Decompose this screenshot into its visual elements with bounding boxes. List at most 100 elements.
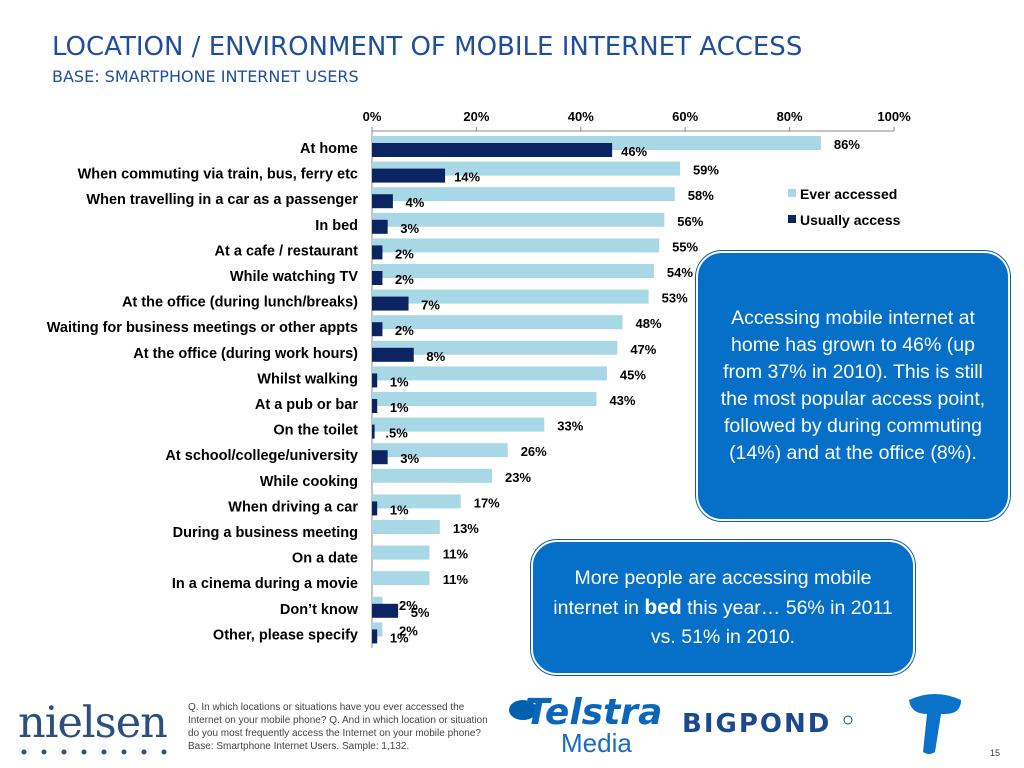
category-label: When commuting via train, bus, ferry etc bbox=[78, 167, 358, 183]
bar-usually-access bbox=[372, 501, 378, 516]
data-label-usually-access: 5% bbox=[411, 605, 430, 620]
bar-ever-accessed bbox=[372, 238, 660, 253]
data-label-usually-access: 14% bbox=[454, 170, 480, 185]
data-label-ever-accessed: 2% bbox=[399, 598, 418, 613]
category-label: Whilst walking bbox=[257, 371, 358, 387]
data-label-usually-access: .5% bbox=[385, 426, 408, 441]
bar-usually-access bbox=[372, 424, 375, 439]
bar-usually-access bbox=[372, 373, 378, 388]
bar-ever-accessed bbox=[372, 417, 545, 432]
data-label-usually-access: 46% bbox=[621, 144, 647, 159]
data-label-ever-accessed: 47% bbox=[630, 342, 656, 357]
legend-label-usually-access: Usually access bbox=[800, 212, 901, 228]
data-label-usually-access: 2% bbox=[395, 323, 414, 338]
data-label-usually-access: 1% bbox=[390, 630, 409, 645]
bar-ever-accessed bbox=[372, 494, 461, 509]
bar-usually-access bbox=[372, 603, 399, 618]
category-label: In bed bbox=[315, 218, 358, 234]
bar-usually-access bbox=[372, 399, 378, 413]
bar-usually-access bbox=[372, 219, 388, 234]
category-label: Waiting for business meetings or other a… bbox=[47, 320, 358, 336]
category-label: At the office (during work hours) bbox=[133, 346, 358, 362]
data-label-ever-accessed: 86% bbox=[834, 137, 860, 152]
bar-usually-access bbox=[372, 629, 378, 644]
category-label: Don’t know bbox=[280, 602, 359, 618]
category-label: When travelling in a car as a passenger bbox=[86, 192, 358, 208]
telstra-logo-text: Telstra bbox=[525, 692, 662, 733]
bar-usually-access bbox=[372, 322, 383, 337]
page-subtitle: BASE: SMARTPHONE INTERNET USERS bbox=[52, 67, 359, 86]
bar-usually-access bbox=[372, 347, 414, 362]
bigpond-logo: BIGPOND bbox=[682, 709, 853, 739]
data-label-ever-accessed: 54% bbox=[667, 265, 693, 280]
category-label: At a cafe / restaurant bbox=[215, 243, 359, 259]
category-label: On the toilet bbox=[273, 423, 358, 439]
data-label-ever-accessed: 11% bbox=[443, 547, 469, 562]
bar-ever-accessed bbox=[372, 161, 680, 176]
data-label-ever-accessed: 55% bbox=[672, 239, 698, 254]
page-title: LOCATION / ENVIRONMENT OF MOBILE INTERNE… bbox=[52, 32, 803, 62]
data-label-usually-access: 3% bbox=[400, 221, 419, 236]
bar-ever-accessed bbox=[372, 264, 654, 278]
data-label-ever-accessed: 53% bbox=[662, 291, 688, 306]
bar-chart: 0% 20% 40% 60% 80% 100% At home 86% 46% When comm… bbox=[47, 109, 911, 648]
data-label-usually-access: 3% bbox=[400, 451, 419, 466]
telstra-media-logo: Telstra Media bbox=[509, 692, 662, 756]
bar-ever-accessed bbox=[372, 443, 508, 458]
data-label-ever-accessed: 33% bbox=[557, 419, 583, 434]
bar-usually-access bbox=[372, 271, 383, 285]
data-label-ever-accessed: 58% bbox=[688, 188, 714, 203]
x-tick-label: 0% bbox=[363, 109, 382, 124]
data-label-ever-accessed: 43% bbox=[609, 393, 635, 408]
bar-usually-access bbox=[372, 296, 409, 311]
x-tick-label: 100% bbox=[877, 109, 911, 124]
category-label: During a business meeting bbox=[173, 525, 358, 541]
bar-usually-access bbox=[372, 450, 388, 465]
bar-ever-accessed bbox=[372, 468, 493, 483]
data-label-usually-access: 8% bbox=[426, 349, 445, 364]
bar-ever-accessed bbox=[372, 315, 623, 330]
data-label-ever-accessed: 11% bbox=[443, 572, 469, 587]
category-label: Other, please specify bbox=[213, 627, 358, 643]
category-label: At home bbox=[300, 141, 358, 157]
legend-swatch-ever-accessed bbox=[788, 189, 796, 197]
bar-usually-access bbox=[372, 245, 383, 260]
data-label-ever-accessed: 45% bbox=[620, 367, 646, 382]
x-tick-label: 80% bbox=[777, 109, 803, 124]
data-label-ever-accessed: 26% bbox=[521, 444, 547, 459]
category-label: While watching TV bbox=[230, 269, 358, 285]
bar-ever-accessed bbox=[372, 571, 430, 586]
bar-ever-accessed bbox=[372, 340, 618, 355]
data-label-ever-accessed: 59% bbox=[693, 163, 719, 178]
data-label-usually-access: 4% bbox=[405, 195, 424, 210]
data-label-ever-accessed: 13% bbox=[453, 521, 479, 536]
data-label-usually-access: 2% bbox=[395, 246, 414, 261]
bar-ever-accessed bbox=[372, 366, 607, 381]
x-tick-label: 60% bbox=[672, 109, 698, 124]
legend-label-ever-accessed: Ever accessed bbox=[800, 186, 897, 202]
x-tick-label: 40% bbox=[568, 109, 594, 124]
nielsen-logo: nielsen bbox=[18, 698, 168, 748]
bar-ever-accessed bbox=[372, 520, 440, 534]
nielsen-logo-dots bbox=[21, 749, 167, 755]
data-label-usually-access: 1% bbox=[390, 502, 409, 517]
media-logo-text: Media bbox=[561, 728, 632, 756]
data-label-usually-access: 1% bbox=[390, 400, 409, 415]
bar-usually-access bbox=[372, 143, 613, 157]
callout-bed-growth: More people are accessing mobile interne… bbox=[531, 540, 915, 675]
category-label: At a pub or bar bbox=[255, 397, 358, 413]
legend-swatch-usually-access bbox=[788, 215, 796, 223]
data-label-usually-access: 2% bbox=[395, 272, 414, 287]
data-label-usually-access: 7% bbox=[421, 298, 440, 313]
callout-home-growth: Accessing mobile internet at home has gr… bbox=[696, 251, 1010, 521]
bar-ever-accessed bbox=[372, 212, 665, 227]
page-number: 15 bbox=[990, 748, 1001, 758]
bar-ever-accessed bbox=[372, 187, 675, 202]
footnote: Q. In which locations or situations have… bbox=[188, 702, 488, 752]
category-label: On a date bbox=[292, 551, 358, 567]
data-label-ever-accessed: 48% bbox=[636, 316, 662, 331]
x-tick-label: 20% bbox=[463, 109, 489, 124]
category-label: At the office (during lunch/breaks) bbox=[122, 295, 358, 311]
bigpond-logo-text: BIGPOND bbox=[682, 709, 831, 739]
category-label: While cooking bbox=[260, 474, 358, 490]
